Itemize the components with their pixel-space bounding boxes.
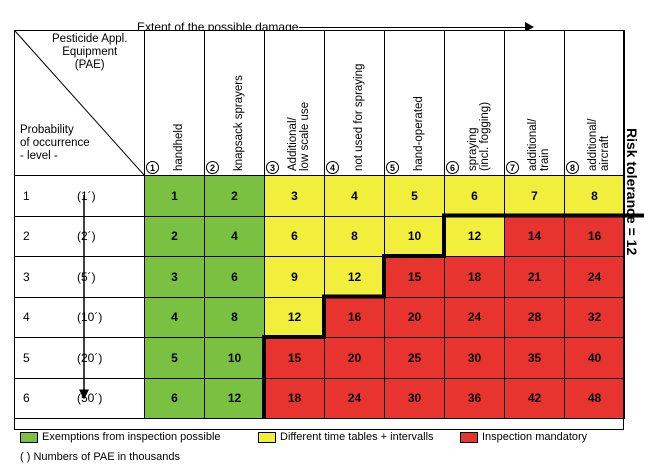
legend-swatch-yellow — [258, 432, 276, 443]
row-level-number: 5 — [23, 350, 30, 365]
matrix-cell-r2-c5: 10 — [384, 215, 445, 257]
legend-swatch-green — [20, 432, 38, 443]
row-pae-count: (2´) — [77, 229, 96, 244]
damage-arrow-line — [299, 27, 527, 28]
matrix-cell-r6-c7: 42 — [504, 377, 565, 419]
probability-title: Probability of occurrence - level - — [20, 124, 90, 162]
matrix-cell-r3-c4: 12 — [324, 256, 385, 298]
legend-red-label: Inspection mandatory — [482, 431, 588, 443]
matrix-cell-r5-c6: 30 — [444, 337, 505, 379]
legend-swatch-red — [460, 432, 478, 443]
matrix-cell-r5-c4: 20 — [324, 337, 385, 379]
matrix-cell-r6-c8: 48 — [564, 377, 625, 419]
matrix-cell-r2-c6: 12 — [444, 215, 505, 257]
row-pae-count: (5´) — [77, 269, 96, 284]
row-level-number: 6 — [23, 391, 30, 406]
column-number-1: 1 — [146, 161, 159, 174]
column-number-2: 2 — [206, 161, 219, 174]
column-header-2 — [204, 30, 265, 176]
matrix-cell-r6-c4: 24 — [324, 377, 385, 419]
matrix-cell-r2-c2: 4 — [204, 215, 265, 257]
matrix-cell-r4-c5: 20 — [384, 296, 445, 338]
row-level-number: 2 — [23, 229, 30, 244]
column-header-4 — [324, 30, 385, 176]
row-level-number: 1 — [23, 188, 30, 203]
column-header-7 — [504, 30, 565, 176]
tolerance-line — [262, 213, 644, 418]
column-number-8: 8 — [566, 161, 579, 174]
matrix-cell-r6-c1: 6 — [144, 377, 205, 419]
column-number-7: 7 — [506, 161, 519, 174]
column-header-6 — [444, 30, 505, 176]
legend-note: ( ) Numbers of PAE in thousands — [20, 451, 180, 463]
row-level-number: 3 — [23, 269, 30, 284]
matrix-cell-r1-c8: 8 — [564, 175, 625, 217]
matrix-cell-r4-c8: 32 — [564, 296, 625, 338]
row-level-6: 6 (50´) — [14, 377, 145, 419]
matrix-cell-r3-c6: 18 — [444, 256, 505, 298]
column-header-8 — [564, 30, 625, 176]
column-number-3: 3 — [266, 161, 279, 174]
row-level-number: 4 — [23, 310, 30, 325]
legend-green-label: Exemptions from inspection possible — [42, 431, 221, 443]
pae-title: Pesticide Appl. Equipment (PAE) — [52, 33, 128, 71]
row-pae-count: (1´) — [77, 188, 96, 203]
tolerance-staircase — [262, 213, 644, 418]
risk-matrix-figure: Extent of the possible damage Risk toler… — [12, 8, 644, 463]
corner-diagonal-line — [14, 30, 145, 176]
level-arrow — [79, 195, 89, 400]
matrix-cell-r6-c2: 12 — [204, 377, 265, 419]
corner-diagonal — [14, 30, 145, 176]
matrix-cell-r5-c2: 10 — [204, 337, 265, 379]
matrix-cell-r5-c1: 5 — [144, 337, 205, 379]
matrix-cell-r3-c2: 6 — [204, 256, 265, 298]
matrix-cell-r6-c3: 18 — [264, 377, 325, 419]
matrix-cell-r4-c1: 4 — [144, 296, 205, 338]
matrix-cell-r5-c5: 25 — [384, 337, 445, 379]
level-arrow-head — [79, 389, 89, 400]
damage-arrow-head — [525, 22, 534, 32]
matrix-cell-r1-c5: 5 — [384, 175, 445, 217]
column-header-5 — [384, 30, 445, 176]
column-number-4: 4 — [326, 161, 339, 174]
matrix-cell-r1-c4: 4 — [324, 175, 385, 217]
column-number-6: 6 — [446, 161, 459, 174]
matrix-cell-r1-c3: 3 — [264, 175, 325, 217]
legend-yellow-label: Different time tables + intervalls — [280, 431, 434, 443]
column-header-1 — [144, 30, 205, 176]
row-level-1: 1 (1´) — [14, 175, 145, 217]
column-number-5: 5 — [386, 161, 399, 174]
